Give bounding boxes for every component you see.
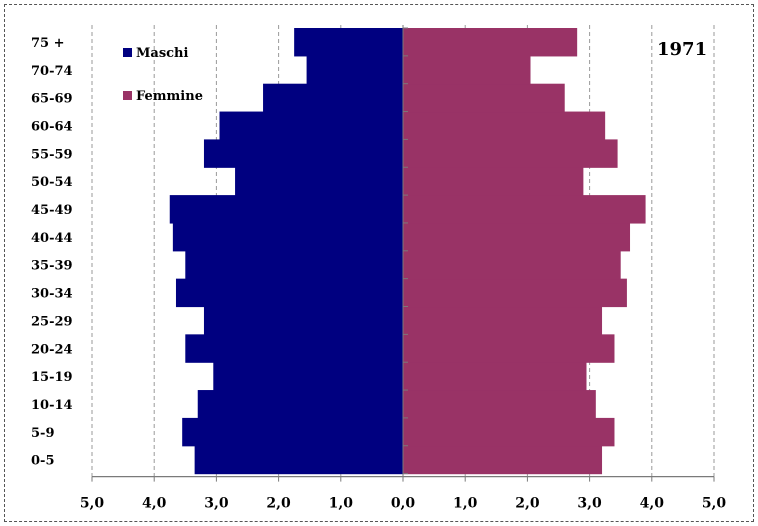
bar-femmine-20-24 — [403, 334, 615, 363]
legend-label-maschi: Maschi — [136, 46, 188, 61]
x-tick-label: 0,0 — [391, 496, 416, 512]
bar-femmine-75+ — [403, 28, 578, 57]
bar-femmine-0-5 — [403, 445, 603, 475]
bar-maschi-65-69 — [263, 83, 403, 113]
category-label: 70-74 — [31, 64, 73, 79]
x-tick-label: 4,0 — [142, 496, 167, 512]
bar-femmine-70-74 — [403, 55, 531, 85]
bar-maschi-50-54 — [235, 167, 403, 196]
bar-maschi-20-24 — [185, 334, 403, 363]
legend-swatch-femmine — [123, 91, 132, 100]
bar-femmine-40-44 — [403, 222, 631, 252]
bar-maschi-55-59 — [203, 139, 403, 168]
category-label: 35-39 — [31, 259, 73, 274]
x-tick-label: 1,0 — [453, 496, 478, 512]
category-label: 0-5 — [31, 454, 55, 469]
bar-femmine-55-59 — [403, 139, 618, 168]
category-label: 30-34 — [31, 287, 73, 302]
x-tick-label: 3,0 — [577, 496, 602, 512]
x-tick-label: 4,0 — [640, 496, 665, 512]
bar-maschi-30-34 — [175, 278, 403, 308]
x-tick-labels: 5,0 4,0 3,0 2,0 1,0 0,0 1,0 2,0 3,0 4,0 5,0 — [80, 496, 727, 512]
category-label: 20-24 — [31, 342, 73, 357]
bar-femmine-15-19 — [403, 362, 587, 391]
bar-maschi-0-5 — [194, 445, 403, 475]
category-label: 60-64 — [31, 119, 73, 134]
year-annotation: 1971 — [657, 39, 707, 60]
category-labels: 0-5 5-9 10-14 15-19 20-24 25-29 30-34 35-39 40-4… — [31, 36, 73, 469]
category-label: 10-14 — [31, 398, 73, 413]
category-label: 45-49 — [31, 203, 73, 218]
bar-femmine-25-29 — [403, 306, 603, 335]
category-label: 5-9 — [31, 426, 55, 441]
axes — [91, 25, 715, 482]
bar-femmine-60-64 — [403, 111, 606, 140]
bar-maschi-25-29 — [203, 306, 403, 335]
legend: Maschi Femmine — [123, 46, 203, 104]
chart-frame: 5,0 4,0 3,0 2,0 1,0 0,0 1,0 2,0 3,0 4,0 5,0 0-5 5-9… — [4, 4, 754, 522]
bar-femmine-5-9 — [403, 417, 615, 447]
x-tick-label: 1,0 — [329, 496, 354, 512]
bar-maschi-5-9 — [182, 417, 403, 447]
bars — [169, 28, 646, 475]
bar-maschi-60-64 — [219, 111, 403, 140]
bar-femmine-30-34 — [403, 278, 627, 308]
bar-maschi-70-74 — [306, 55, 403, 85]
category-label: 55-59 — [31, 147, 73, 162]
x-tick-label: 2,0 — [266, 496, 291, 512]
x-tick-label: 2,0 — [515, 496, 540, 512]
legend-label-femmine: Femmine — [136, 89, 203, 104]
category-label: 65-69 — [31, 92, 73, 107]
bar-maschi-15-19 — [213, 362, 403, 391]
category-label: 75 + — [31, 36, 65, 51]
bar-maschi-75+ — [294, 28, 403, 57]
bar-maschi-35-39 — [185, 250, 403, 280]
x-tick-label: 5,0 — [702, 496, 727, 512]
bar-femmine-50-54 — [403, 167, 584, 196]
x-tick-label: 5,0 — [80, 496, 105, 512]
bar-maschi-45-49 — [169, 195, 403, 224]
bar-femmine-65-69 — [403, 83, 565, 113]
category-label: 25-29 — [31, 314, 73, 329]
category-label: 50-54 — [31, 175, 73, 190]
bar-femmine-45-49 — [403, 195, 646, 224]
category-label: 15-19 — [31, 370, 73, 385]
bar-femmine-35-39 — [403, 250, 621, 280]
x-tick-label: 3,0 — [204, 496, 229, 512]
legend-swatch-maschi — [123, 48, 132, 57]
category-label: 40-44 — [31, 231, 73, 246]
bar-maschi-40-44 — [172, 222, 403, 252]
population-pyramid-chart: 5,0 4,0 3,0 2,0 1,0 0,0 1,0 2,0 3,0 4,0 5,0 0-5 5-9… — [31, 25, 727, 512]
bar-femmine-10-14 — [403, 390, 596, 419]
bar-maschi-10-14 — [197, 390, 403, 419]
